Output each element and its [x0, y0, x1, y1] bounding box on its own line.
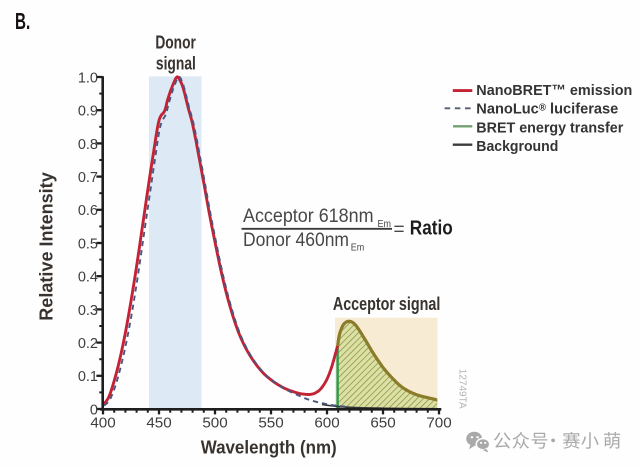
- svg-text:Acceptor 618nm: Acceptor 618nm: [243, 205, 374, 227]
- svg-text:Donor: Donor: [155, 32, 196, 53]
- svg-text:400: 400: [90, 415, 115, 432]
- svg-text:450: 450: [146, 415, 171, 432]
- svg-text:NanoBRET™ emission: NanoBRET™ emission: [476, 82, 632, 99]
- svg-text:0.5: 0.5: [78, 236, 98, 252]
- svg-text:0.4: 0.4: [78, 270, 98, 286]
- svg-text:12749TA: 12749TA: [456, 369, 467, 409]
- svg-text:Wavelength (nm): Wavelength (nm): [201, 437, 337, 457]
- svg-text:Donor 460nm: Donor 460nm: [243, 229, 349, 251]
- svg-text:550: 550: [258, 415, 283, 432]
- svg-text:Background: Background: [476, 138, 558, 155]
- svg-text:700: 700: [426, 415, 451, 432]
- svg-text:600: 600: [314, 415, 339, 432]
- svg-text:0.2: 0.2: [78, 336, 98, 352]
- svg-text:0.6: 0.6: [78, 203, 98, 219]
- svg-text:Em: Em: [378, 218, 392, 230]
- svg-text:0.1: 0.1: [78, 369, 98, 385]
- svg-text:signal: signal: [156, 53, 196, 74]
- svg-text:0.7: 0.7: [78, 170, 98, 186]
- svg-text:Ratio: Ratio: [410, 217, 453, 239]
- svg-text:0.3: 0.3: [78, 303, 98, 319]
- svg-text:1.0: 1.0: [78, 70, 98, 86]
- svg-text:0.8: 0.8: [78, 137, 98, 153]
- svg-text:Acceptor signal: Acceptor signal: [333, 294, 441, 314]
- svg-text:=: =: [394, 220, 405, 241]
- svg-text:B.: B.: [15, 8, 30, 34]
- svg-text:0.9: 0.9: [78, 104, 98, 120]
- svg-text:500: 500: [202, 415, 227, 432]
- svg-text:Em: Em: [351, 241, 365, 253]
- svg-text:650: 650: [370, 415, 395, 432]
- svg-text:BRET energy transfer: BRET energy transfer: [476, 119, 623, 136]
- svg-text:0: 0: [90, 402, 98, 418]
- svg-text:Relative Intensity: Relative Intensity: [37, 172, 57, 321]
- svg-text:NanoLuc® luciferase: NanoLuc® luciferase: [476, 101, 618, 118]
